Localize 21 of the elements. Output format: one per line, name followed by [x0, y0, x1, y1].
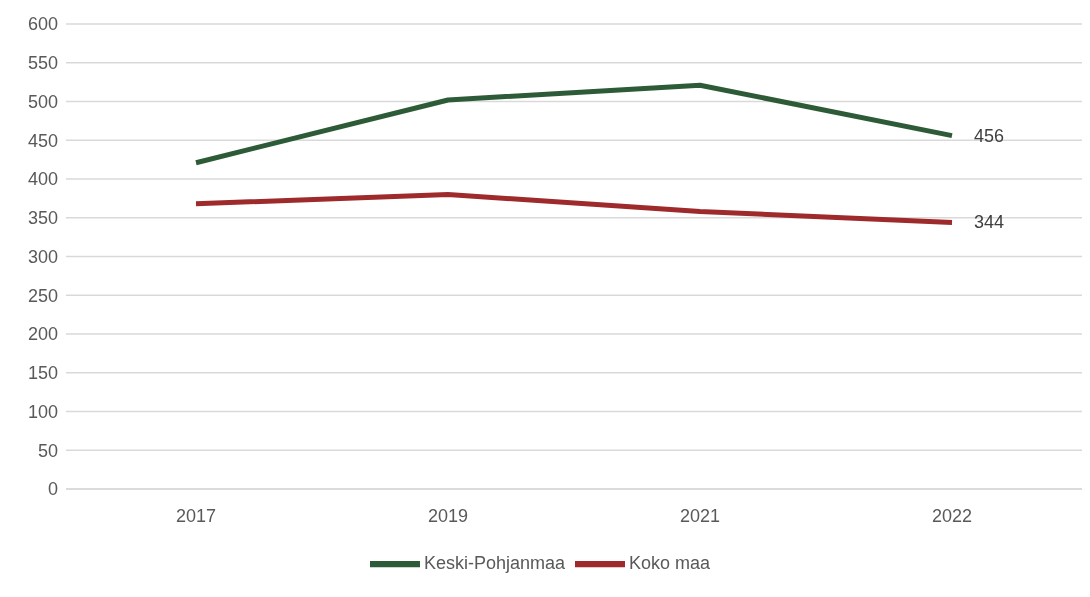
y-tick-label: 450 [27, 130, 58, 151]
y-tick-label: 100 [27, 401, 58, 422]
y-tick-label: 150 [27, 363, 58, 384]
x-tick-label: 2017 [175, 505, 217, 526]
data-label: 344 [974, 212, 1005, 233]
data-label: 456 [974, 125, 1005, 146]
y-tick-label: 0 [47, 479, 58, 500]
x-tick-label: 2022 [931, 505, 973, 526]
y-tick-label: 350 [27, 208, 58, 229]
x-tick-label: 2019 [427, 505, 469, 526]
y-tick-label: 550 [27, 53, 58, 74]
y-tick-label: 300 [27, 246, 58, 267]
y-tick-label: 400 [27, 169, 58, 190]
y-tick-label: 500 [27, 91, 58, 112]
legend-label: Keski-Pohjanmaa [423, 552, 566, 573]
y-tick-label: 250 [27, 285, 58, 306]
y-tick-label: 50 [37, 440, 58, 461]
legend-label: Koko maa [629, 552, 711, 573]
y-tick-label: 200 [27, 324, 58, 345]
y-tick-label: 600 [27, 14, 58, 35]
x-tick-label: 2021 [679, 505, 721, 526]
